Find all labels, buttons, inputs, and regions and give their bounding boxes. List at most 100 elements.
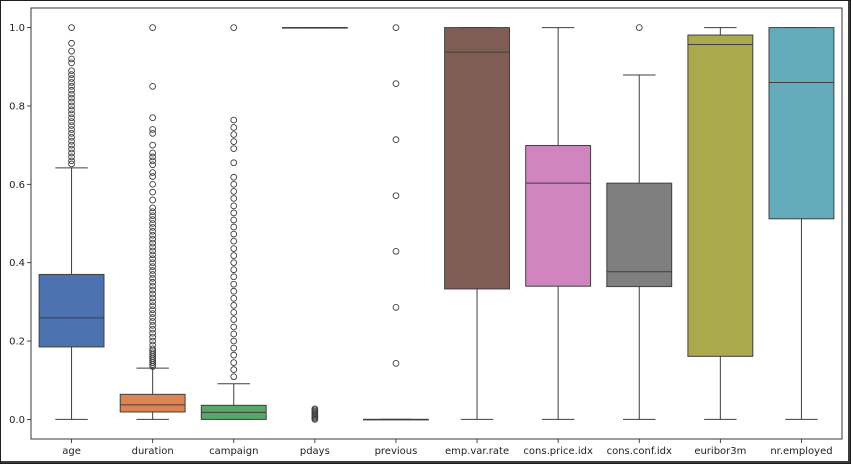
outlier-point (230, 131, 238, 138)
x-tick-label: previous (375, 446, 418, 457)
outlier-point (68, 157, 75, 165)
y-tick-label: 0.8 (9, 101, 25, 112)
outlier-point (149, 204, 157, 212)
outlier-point (149, 130, 157, 137)
y-tick-label: 0.2 (9, 337, 25, 348)
outlier-point (149, 188, 157, 196)
outlier-point (149, 259, 157, 267)
outlier-point (149, 196, 157, 204)
axes (27, 7, 843, 443)
outlier-point (230, 138, 238, 145)
outlier-point (149, 239, 157, 247)
outlier-point (149, 161, 157, 169)
outlier-point (149, 345, 157, 353)
x-tick-label: euribor3m (694, 446, 746, 457)
outlier-point (392, 360, 400, 367)
outlier-point (68, 145, 75, 153)
outlier-point (149, 247, 157, 255)
outlier-point (149, 157, 157, 165)
outlier-point (149, 333, 157, 341)
tick-labels: 0.0 0.2 0.4 0.6 0.8 1.0 age duration campaign pda… (9, 23, 832, 457)
outlier-point (68, 94, 75, 102)
outlier-point (68, 75, 75, 82)
outlier-point (149, 337, 157, 345)
outlier-point (149, 212, 157, 220)
outlier-point (149, 322, 157, 329)
outlier-point (68, 114, 75, 122)
outlier-point (230, 223, 238, 231)
outlier-point (68, 141, 75, 149)
outlier-point (68, 59, 75, 67)
outlier-point (149, 208, 157, 216)
outlier-point (149, 318, 157, 325)
outlier-point (68, 86, 75, 94)
outlier-point (68, 160, 75, 168)
outlier-point (230, 124, 238, 131)
outlier-point (149, 341, 157, 349)
outlier-point (149, 231, 157, 239)
outlier-point (392, 136, 400, 144)
outlier-point (149, 275, 157, 282)
x-tick-label: emp.var.rate (445, 446, 509, 457)
outlier-point (149, 251, 157, 259)
outlier-point (149, 286, 157, 294)
outlier-point (149, 224, 157, 231)
outlier-point (68, 149, 75, 157)
outlier-point (230, 287, 238, 295)
outlier-point (230, 209, 238, 217)
outlier-point (230, 145, 238, 153)
outlier-point (230, 195, 238, 202)
outlier-point (149, 349, 157, 357)
outlier-point (68, 106, 75, 114)
outlier-point (68, 102, 75, 110)
outlier-point (230, 302, 238, 309)
outlier-point (149, 153, 157, 161)
outlier-point (68, 137, 75, 145)
outlier-point (149, 306, 157, 314)
outlier-point (149, 278, 157, 286)
outliers (68, 24, 643, 423)
outlier-point (392, 303, 400, 311)
outlier-point (230, 359, 238, 366)
outlier-point (230, 351, 238, 359)
outlier-point (149, 267, 157, 274)
outlier-point (149, 243, 157, 251)
plot-area-border (30, 7, 843, 440)
outlier-point (230, 344, 238, 352)
outlier-point (230, 366, 238, 373)
outlier-point (149, 141, 157, 149)
outlier-point (230, 116, 238, 124)
outlier-point (149, 282, 157, 290)
outlier-point (149, 83, 157, 90)
outlier-point (230, 294, 238, 302)
outlier-point (68, 98, 75, 106)
outlier-point (230, 202, 238, 210)
outlier-point (149, 114, 157, 122)
outlier-point (230, 337, 238, 345)
box-cons.price.idx (525, 145, 592, 287)
outlier-point (149, 180, 157, 188)
x-tick-label: cons.price.idx (523, 446, 593, 457)
outlier-point (68, 133, 75, 141)
outlier-point (68, 47, 75, 55)
outlier-point (635, 24, 643, 31)
outlier-point (230, 259, 238, 267)
outlier-point (149, 255, 157, 263)
outlier-point (68, 126, 75, 133)
x-tick-label: age (62, 446, 81, 457)
outlier-point (230, 188, 238, 195)
box-emp.var.rate (444, 27, 510, 290)
outlier-point (149, 169, 157, 176)
outlier-point (230, 323, 238, 331)
outlier-point (149, 310, 157, 317)
outlier-point (230, 180, 238, 188)
outlier-point (68, 83, 75, 90)
outlier-point (149, 314, 157, 321)
outlier-point (230, 252, 238, 259)
outlier-point (68, 39, 75, 47)
outlier-point (68, 110, 75, 118)
outlier-point (230, 309, 238, 316)
outlier-point (149, 24, 157, 31)
